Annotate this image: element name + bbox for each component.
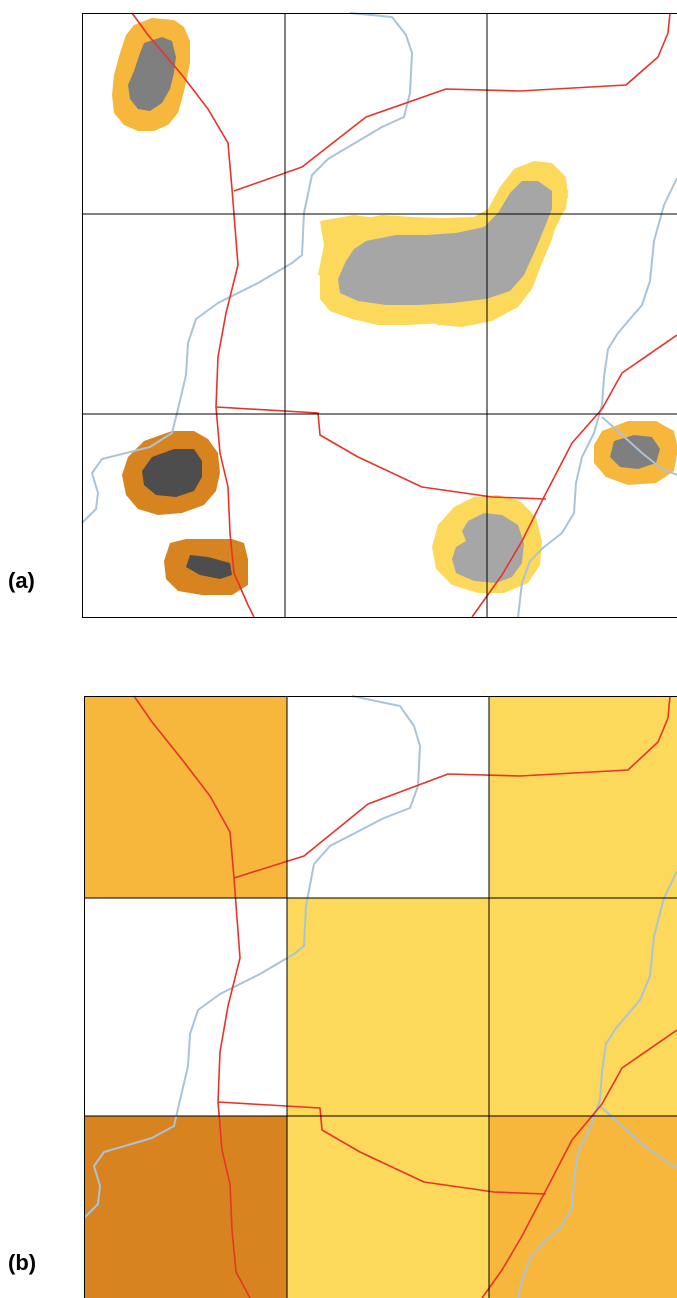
road-line — [131, 12, 255, 618]
road-line — [133, 695, 251, 1298]
grid-cell-none — [84, 898, 287, 1116]
grid-cell-dark — [84, 1116, 287, 1298]
road-line — [215, 406, 547, 500]
core-polygon-mid — [610, 435, 660, 469]
core-polygon-dark — [186, 555, 232, 579]
panel-b-map — [83, 695, 677, 1298]
road-line — [481, 1029, 677, 1298]
grid-cell-light — [489, 696, 677, 898]
road-line — [233, 695, 671, 879]
core-polygon-dark — [142, 449, 202, 497]
panel-b-label: (b) — [8, 1250, 37, 1275]
river-line — [601, 416, 677, 476]
road-line — [471, 334, 677, 618]
panel-a-map — [81, 12, 677, 618]
river-line — [517, 870, 677, 1298]
grid-lines — [84, 696, 677, 1298]
grid-cell-mid — [84, 696, 287, 898]
core-polygon-light — [452, 513, 524, 583]
panel-a-label: (a) — [8, 568, 35, 593]
river-line — [599, 1105, 677, 1169]
core-polygon-light — [338, 181, 552, 305]
road-line — [233, 12, 671, 192]
core-polygon-mid — [128, 37, 176, 111]
road-line — [217, 1101, 547, 1195]
grid-cell-light — [287, 1116, 489, 1298]
river-line — [517, 177, 677, 618]
grid-cell-light — [489, 898, 677, 1116]
river-line — [81, 12, 413, 524]
grid-lines — [82, 13, 677, 618]
grid-cell-light — [287, 898, 489, 1116]
